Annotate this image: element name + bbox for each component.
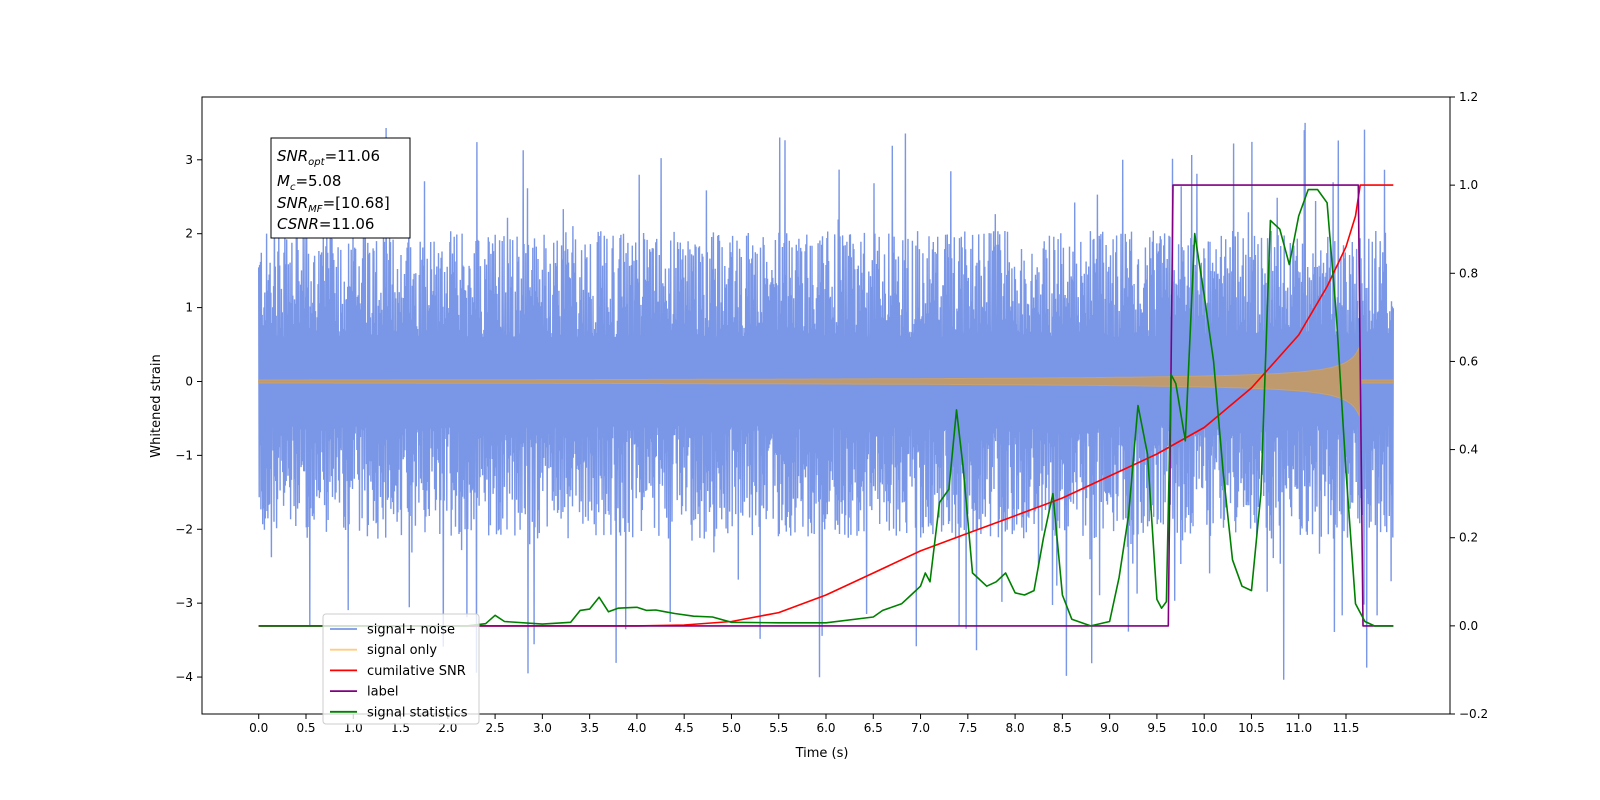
- x-tick-label: 9.0: [1100, 721, 1119, 735]
- y-right-tick-label: −0.2: [1459, 707, 1488, 721]
- series-cumulative-snr-line: [258, 184, 1394, 627]
- annotation-snr-opt: SNRopt=11.06: [277, 147, 380, 168]
- x-axis-label: Time (s): [795, 746, 849, 761]
- series-signal-statistics-line: [258, 188, 1394, 627]
- y-right-tick-label: 1.2: [1459, 90, 1478, 104]
- y-axis-label: Whitened strain: [149, 354, 164, 457]
- stats-annotation-box: SNRopt=11.06 Mc=5.08 SNRMF=[10.68] CSNR=…: [270, 137, 411, 239]
- x-tick-label: 4.5: [675, 721, 694, 735]
- legend: signal+ noise signal only cumilative SNR la…: [322, 613, 480, 725]
- y-right-tick-label: 0.2: [1459, 531, 1478, 545]
- annotation-csnr: CSNR=11.06: [277, 215, 374, 233]
- x-tick-label: 5.0: [722, 721, 741, 735]
- x-tick-label: 10.0: [1191, 721, 1218, 735]
- x-tick-label: 8.5: [1053, 721, 1072, 735]
- y-left-tick-label: 2: [185, 227, 193, 241]
- legend-label: signal only: [367, 643, 437, 658]
- x-tick-label: 2.5: [486, 721, 505, 735]
- series-label-line: [258, 184, 1394, 627]
- annotation-chirp-mass: Mc=5.08: [277, 172, 341, 193]
- y-right-tick-label: 0.0: [1459, 619, 1478, 633]
- x-tick-label: 7.0: [911, 721, 930, 735]
- x-tick-label: 9.5: [1147, 721, 1166, 735]
- y-left-tick-label: −3: [175, 596, 193, 610]
- y-left-tick-label: 0: [185, 374, 193, 388]
- y-left-tick-label: 1: [185, 301, 193, 315]
- plot-data-layer: [258, 122, 1394, 680]
- x-tick-label: 0.0: [249, 721, 268, 735]
- x-tick-label: 11.0: [1285, 721, 1312, 735]
- x-tick-label: 6.0: [816, 721, 835, 735]
- y-right-tick-label: 0.8: [1459, 266, 1478, 280]
- y-left-tick-label: −2: [175, 522, 193, 536]
- x-tick-label: 6.5: [864, 721, 883, 735]
- y-right-tick-label: 0.4: [1459, 443, 1478, 457]
- x-tick-label: 7.5: [958, 721, 977, 735]
- y-left-tick-label: 3: [185, 153, 193, 167]
- y-right-tick-label: 1.0: [1459, 178, 1478, 192]
- legend-frame: [322, 613, 480, 725]
- x-tick-label: 10.5: [1238, 721, 1265, 735]
- y-left-tick-label: −1: [175, 448, 193, 462]
- x-tick-label: 11.5: [1333, 721, 1360, 735]
- y-left-tick-label: −4: [175, 670, 193, 684]
- series-signal-only-envelope: [258, 345, 1394, 418]
- x-tick-label: 8.0: [1006, 721, 1025, 735]
- annotation-frame: [270, 137, 411, 239]
- series-signal-noise-line: [258, 122, 1394, 680]
- legend-label: cumilative SNR: [367, 664, 466, 679]
- x-tick-label: 3.5: [580, 721, 599, 735]
- x-tick-label: 3.0: [533, 721, 552, 735]
- legend-label: label: [367, 685, 398, 700]
- x-tick-label: 4.0: [627, 721, 646, 735]
- x-tick-label: 5.5: [769, 721, 788, 735]
- y-right-tick-label: 0.6: [1459, 354, 1478, 368]
- x-tick-label: 0.5: [296, 721, 315, 735]
- annotation-snr-mf: SNRMF=[10.68]: [277, 194, 390, 215]
- legend-label: signal statistics: [367, 705, 468, 720]
- legend-label: signal+ noise: [367, 623, 455, 638]
